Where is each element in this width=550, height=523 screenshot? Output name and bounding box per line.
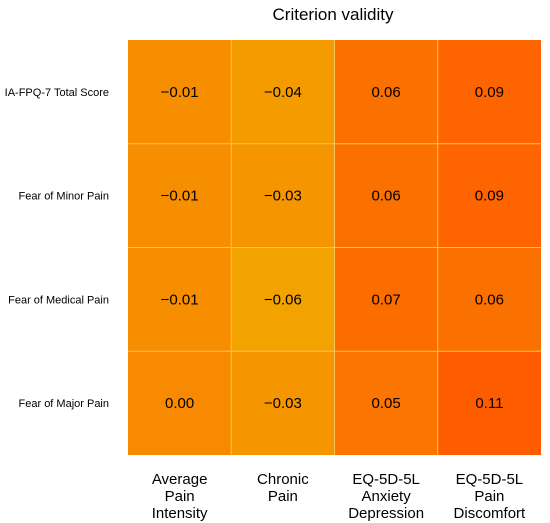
cell-value-label: −0.06	[264, 291, 302, 308]
heatmap-cell	[334, 40, 438, 144]
cell-value-label: −0.04	[264, 84, 302, 101]
column-label-line: EQ-5D-5L	[456, 471, 524, 488]
chart-title: Criterion validity	[273, 5, 394, 24]
cell-value-label: 0.05	[372, 395, 401, 412]
heatmap-cell	[128, 247, 232, 352]
heatmap-cell	[231, 351, 335, 455]
heatmap-cells	[128, 40, 541, 455]
heatmap-cell	[437, 143, 541, 248]
column-label-line: Pain	[268, 488, 298, 505]
column-label-line: Pain	[474, 488, 504, 505]
column-label-line: Anxiety	[362, 488, 412, 505]
cell-value-label: 0.11	[475, 395, 503, 412]
heatmap-cell	[128, 351, 232, 455]
cell-value-label: 0.06	[372, 188, 401, 205]
heatmap-cell	[334, 247, 438, 352]
heatmap-cell	[437, 40, 541, 144]
column-label: Average Pain Intensity	[152, 471, 208, 522]
row-label: Fear of Minor Pain	[19, 191, 109, 203]
row-label: IA-FPQ-7 Total Score	[5, 87, 109, 99]
heatmap-cell	[437, 247, 541, 352]
heatmap-cell	[437, 351, 541, 455]
cell-value-label: −0.01	[161, 188, 199, 205]
cell-value-label: −0.01	[161, 84, 199, 101]
column-label-line: Discomfort	[454, 505, 527, 522]
cell-value-label: 0.00	[165, 395, 194, 412]
column-label: EQ-5D-5L Pain Discomfort	[454, 471, 527, 522]
row-labels: IA-FPQ-7 Total Score Fear of Minor Pain Fe…	[5, 87, 109, 410]
column-label-line: Depression	[348, 505, 424, 522]
column-label: EQ-5D-5L Anxiety Depression	[348, 471, 424, 522]
cell-value-label: −0.03	[264, 395, 302, 412]
cell-value-label: 0.07	[372, 291, 401, 308]
heatmap-value-labels: −0.01 −0.04 0.06 0.09 −0.01 −0.03 0.06 0.09 −0.0…	[161, 84, 504, 412]
heatmap-cell	[334, 351, 438, 455]
column-label-line: Chronic	[257, 471, 309, 488]
column-label-line: Intensity	[152, 505, 208, 522]
row-label: Fear of Major Pain	[19, 398, 109, 410]
heatmap-cell	[128, 143, 232, 248]
row-label: Fear of Medical Pain	[8, 294, 109, 306]
column-label-line: Average	[152, 471, 208, 488]
heatmap-cell	[128, 40, 232, 144]
column-label-line: Pain	[165, 488, 195, 505]
column-label: Chronic Pain	[257, 471, 309, 505]
cell-value-label: 0.06	[372, 84, 401, 101]
cell-value-label: −0.03	[264, 188, 302, 205]
heatmap-cell	[231, 247, 335, 352]
cell-value-label: −0.01	[161, 291, 199, 308]
column-label-line: EQ-5D-5L	[352, 471, 420, 488]
cell-value-label: 0.09	[475, 84, 504, 101]
heatmap-cell	[334, 143, 438, 248]
heatmap-cell	[231, 40, 335, 144]
heatmap-grid-lines	[128, 40, 541, 455]
heatmap-cell	[231, 143, 335, 248]
cell-value-label: 0.09	[475, 188, 504, 205]
cell-value-label: 0.06	[475, 291, 504, 308]
